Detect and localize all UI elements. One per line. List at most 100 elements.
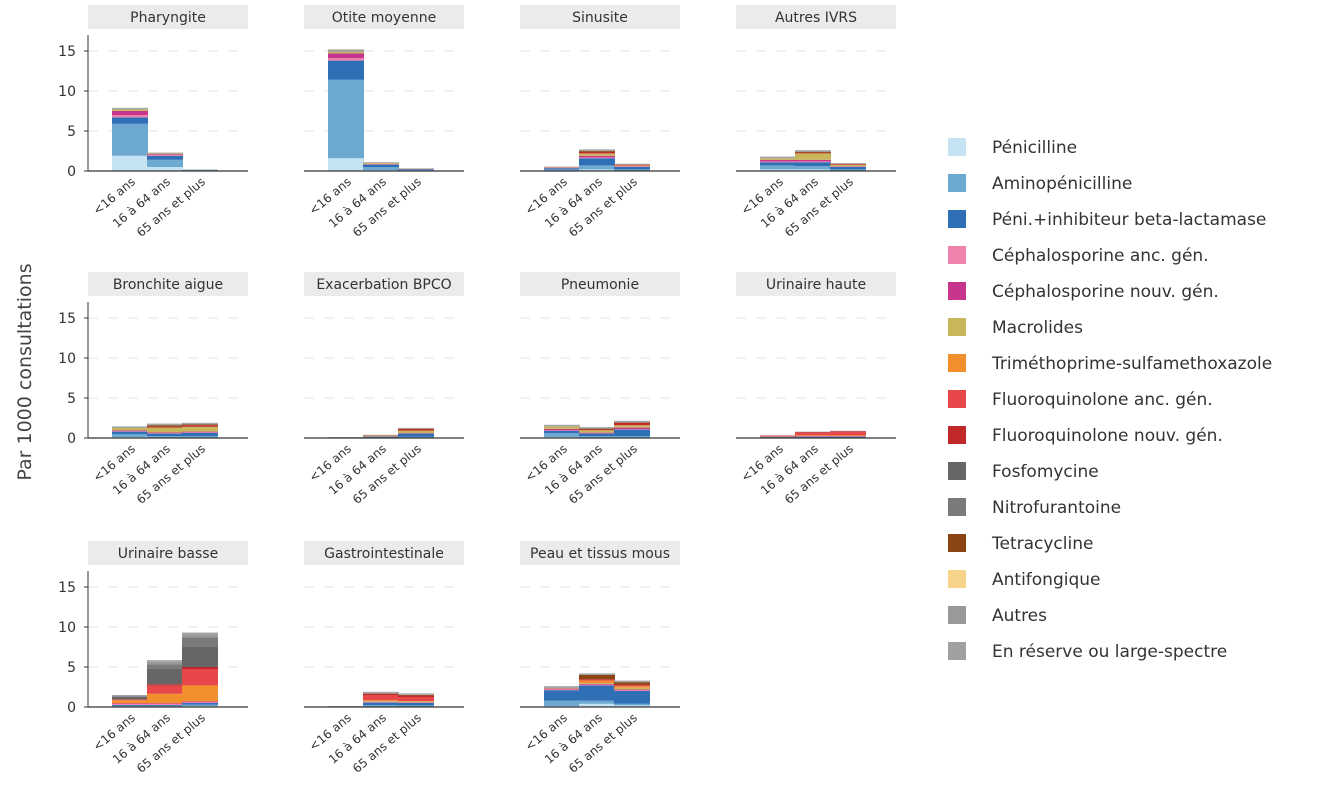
legend-item: Aminopénicilline (948, 174, 1132, 194)
y-axis-label: Par 1000 consultations (14, 263, 36, 480)
bar-segment (328, 158, 364, 171)
legend-item: Péni.+inhibiteur beta-lactamase (948, 210, 1266, 230)
bar-segment (112, 695, 148, 696)
bar-segment (579, 149, 615, 150)
bar-segment (544, 431, 580, 433)
bar-segment (795, 153, 831, 159)
bar-segment (182, 427, 218, 432)
bar-segment (147, 660, 183, 662)
y-tick-label: 5 (67, 124, 76, 140)
panel-title: Otite moyenne (332, 10, 436, 26)
y-tick-label: 5 (67, 660, 76, 676)
bar-segment (795, 161, 831, 162)
legend-item: Macrolides (948, 318, 1083, 338)
bar-segment (398, 434, 434, 437)
legend-swatch (948, 354, 966, 372)
legend-label: Fluoroquinolone anc. gén. (992, 390, 1213, 410)
bar-segment (760, 161, 796, 162)
bar-segment (544, 689, 580, 690)
legend-label: Tetracycline (991, 534, 1093, 554)
legend-label: Antifongique (992, 570, 1101, 590)
panel-title: Pneumonie (561, 277, 639, 293)
bar-segment (830, 437, 866, 438)
bar-segment (614, 167, 650, 169)
bar-segment (147, 154, 183, 155)
bar-segment (147, 424, 183, 425)
bar-segment (147, 428, 183, 433)
bar-segment (795, 153, 831, 154)
bar-segment (795, 166, 831, 169)
bar-segment (147, 156, 183, 160)
bar-segment (544, 425, 580, 426)
panel-title: Gastrointestinale (324, 546, 444, 562)
legend-label: En réserve ou large-spectre (992, 642, 1227, 662)
bar-segment (147, 436, 183, 438)
y-tick-label: 5 (67, 391, 76, 407)
bar-segment (112, 705, 148, 706)
bar-segment (112, 109, 148, 110)
legend-item: Fluoroquinolone anc. gén. (948, 390, 1213, 410)
bar-segment (579, 684, 615, 685)
bar-segment (614, 689, 650, 690)
bar-segment (830, 432, 866, 435)
bar-segment (147, 424, 183, 425)
bar-segment (328, 52, 364, 54)
bar-segment (182, 701, 218, 702)
bar-segment (795, 151, 831, 152)
bar-segment (328, 61, 364, 80)
legend-item: Céphalosporine nouv. gén. (948, 282, 1219, 302)
bar-segment (363, 705, 399, 707)
bar-segment (328, 53, 364, 58)
legend-swatch (948, 390, 966, 408)
bar-segment (760, 162, 796, 165)
legend-swatch (948, 282, 966, 300)
bar-segment (147, 694, 183, 704)
bar-segment (328, 58, 364, 60)
bar-segment (795, 150, 831, 151)
bar-segment (760, 158, 796, 160)
bar-segment (614, 704, 650, 706)
bar-segment (182, 424, 218, 425)
bar-segment (398, 701, 434, 702)
bar-segment (363, 695, 399, 700)
bar-segment (614, 690, 650, 691)
bar-segment (182, 425, 218, 427)
bar-segment (398, 429, 434, 431)
legend-item: Céphalosporine anc. gén. (948, 246, 1209, 266)
bar-segment (579, 685, 615, 686)
bar-segment (147, 705, 183, 706)
bar-segment (363, 692, 399, 693)
legend-swatch (948, 174, 966, 192)
bar-segment (830, 435, 866, 436)
bar-segment (544, 433, 580, 437)
legend-item: Autres (948, 606, 1047, 626)
legend-label: Fosfomycine (992, 462, 1099, 482)
y-tick-label: 0 (67, 700, 76, 716)
bar-segment (182, 669, 218, 685)
bar-segment (328, 51, 364, 52)
bar-segment (147, 668, 183, 684)
bar-segment (112, 434, 148, 437)
bar-segment (147, 155, 183, 156)
panel-title: Bronchite aigue (113, 277, 223, 293)
bar-segment (147, 664, 183, 668)
bar-segment (760, 160, 796, 162)
bar-segment (795, 152, 831, 153)
bar-segment (182, 424, 218, 425)
bar-segment (579, 157, 615, 158)
bar-segment (614, 436, 650, 438)
bar-segment (363, 693, 399, 694)
bar-segment (579, 685, 615, 700)
legend-swatch (948, 570, 966, 588)
bar-segment (579, 153, 615, 155)
bar-segment (795, 433, 831, 435)
bar-segment (579, 674, 615, 675)
bar-segment (112, 430, 148, 431)
